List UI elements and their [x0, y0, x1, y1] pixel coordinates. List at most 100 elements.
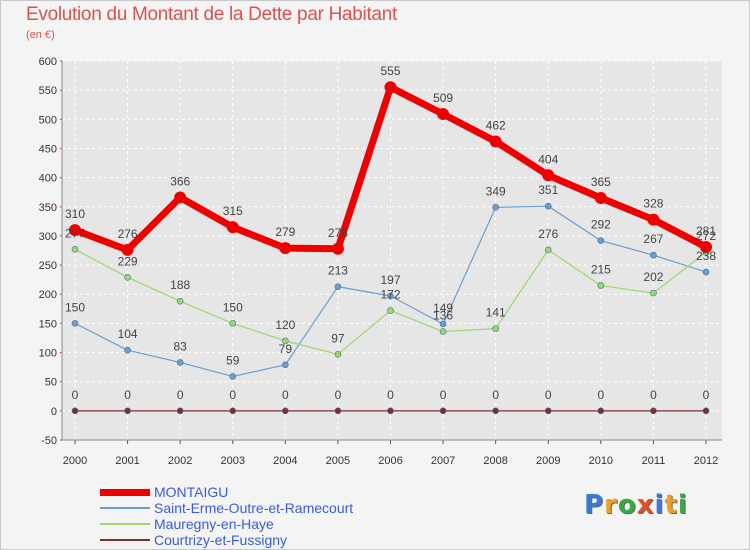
legend-label: Saint-Erme-Outre-et-Ramecourt: [154, 500, 354, 516]
data-point: [597, 407, 605, 415]
data-label: 351: [538, 183, 558, 197]
legend-item: Saint-Erme-Outre-et-Ramecourt: [100, 500, 353, 516]
data-point: [226, 221, 239, 234]
data-point: [489, 135, 502, 148]
data-label: 277: [65, 226, 85, 240]
data-label: 281: [696, 224, 716, 238]
x-tick-label: 2008: [483, 455, 507, 467]
legend-item: Courtrizy-et-Fussigny: [100, 532, 353, 548]
data-point: [229, 407, 237, 415]
data-label: 279: [275, 225, 295, 239]
y-tick-label: -50: [41, 435, 57, 447]
data-label: 0: [177, 388, 184, 402]
data-point: [650, 289, 657, 297]
data-point: [334, 407, 342, 415]
data-label: 0: [387, 388, 394, 402]
legend-label: MONTAIGU: [154, 484, 229, 500]
data-point: [71, 246, 79, 253]
logo-letter: P: [584, 490, 605, 520]
data-label: 83: [173, 339, 187, 353]
data-label: 150: [65, 300, 85, 314]
data-point: [647, 213, 660, 226]
x-tick-label: 2010: [589, 455, 613, 467]
legend-swatch: [100, 507, 150, 509]
data-point: [124, 346, 131, 354]
data-label: 404: [538, 152, 558, 166]
data-point: [176, 407, 184, 415]
data-label: 276: [118, 227, 138, 241]
data-label: 188: [170, 278, 190, 292]
data-point: [702, 407, 710, 415]
data-label: 0: [229, 388, 236, 402]
data-point: [176, 297, 184, 305]
x-tick-label: 2005: [326, 455, 350, 467]
legend-swatch: [100, 488, 150, 496]
data-point: [544, 246, 552, 254]
x-tick-label: 2012: [694, 455, 718, 467]
logo-letter: i: [654, 490, 665, 520]
data-point: [174, 191, 187, 204]
data-label: 215: [591, 262, 611, 276]
data-label: 238: [696, 249, 716, 263]
data-label: 462: [486, 118, 506, 132]
data-point: [387, 307, 394, 314]
data-label: 79: [279, 342, 293, 356]
data-point: [492, 407, 499, 415]
data-label: 197: [380, 273, 400, 287]
data-point: [439, 328, 447, 335]
data-label: 0: [545, 388, 552, 402]
data-label: 267: [643, 232, 663, 246]
data-label: 328: [643, 197, 663, 211]
data-label: 120: [275, 318, 295, 332]
data-label: 0: [650, 388, 657, 402]
data-label: 136: [433, 309, 453, 323]
data-point: [121, 243, 134, 256]
x-tick-label: 2009: [536, 455, 560, 467]
proxiti-logo: Proxiti: [584, 490, 688, 520]
data-point: [597, 237, 605, 244]
data-point: [439, 320, 447, 328]
y-tick-label: 50: [45, 377, 57, 389]
data-point: [229, 320, 237, 327]
legend: MONTAIGU Saint-Erme-Outre-et-Ramecourt Mau…: [100, 484, 353, 548]
y-tick-label: 250: [39, 260, 57, 272]
data-label: 202: [643, 270, 663, 284]
data-label: 0: [282, 388, 289, 402]
legend-swatch: [100, 523, 150, 525]
data-point: [334, 350, 342, 358]
logo-letter: t: [664, 490, 678, 520]
data-point: [437, 108, 450, 121]
data-point: [387, 407, 394, 415]
logo-letter: i: [677, 490, 688, 520]
data-label: 315: [223, 204, 243, 218]
data-label: 104: [118, 327, 138, 341]
data-label: 0: [72, 388, 79, 402]
data-point: [387, 292, 394, 300]
data-label: 310: [65, 207, 85, 221]
data-label: 349: [486, 184, 506, 198]
data-label: 172: [380, 288, 400, 302]
data-point: [282, 337, 289, 345]
data-label: 0: [335, 388, 342, 402]
y-tick-label: 550: [39, 85, 57, 97]
data-point: [439, 407, 447, 415]
data-point: [700, 241, 712, 254]
data-label: 509: [433, 91, 453, 105]
data-label: 272: [696, 229, 716, 243]
x-tick-label: 2003: [221, 455, 245, 467]
data-label: 150: [223, 300, 243, 314]
data-point: [331, 242, 344, 255]
data-label: 0: [703, 388, 710, 402]
legend-item: MONTAIGU: [100, 484, 353, 500]
data-point: [229, 373, 237, 380]
data-label: 0: [492, 388, 499, 402]
x-tick-label: 2011: [642, 455, 666, 467]
data-point: [71, 320, 79, 327]
data-label: 213: [328, 264, 348, 278]
data-point: [124, 274, 131, 281]
data-point: [650, 407, 657, 415]
data-point: [384, 81, 397, 94]
data-point: [282, 407, 289, 415]
logo-letter: x: [636, 490, 655, 520]
